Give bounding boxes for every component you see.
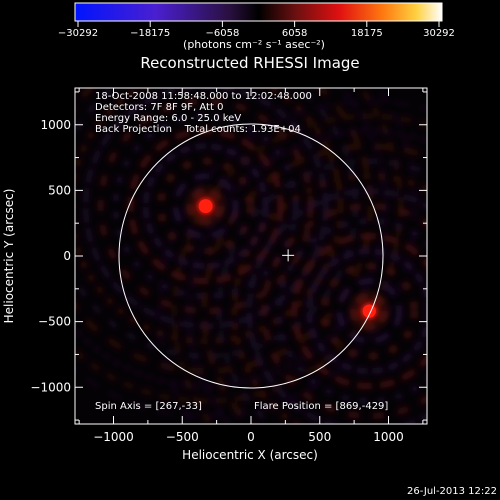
x-tick-label: 1000 xyxy=(373,430,404,444)
colorbar-tick-label: −18175 xyxy=(130,28,170,39)
sidelobe-ring xyxy=(321,263,418,360)
info-line-detectors: Detectors: 7F 8F 9F, Att 0 xyxy=(95,102,223,113)
colorbar xyxy=(74,2,443,22)
sidelobe-ring xyxy=(231,173,427,424)
sidelobe-ring xyxy=(157,158,254,255)
observation-info: 18-Oct-2008 11:58:48.000 to 12:02:48.000… xyxy=(95,91,312,135)
sidelobe-ring xyxy=(246,188,427,424)
sidelobe-ring xyxy=(172,173,239,240)
sidelobe-ring xyxy=(75,88,404,405)
y-axis-label: Heliocentric Y (arcsec) xyxy=(2,189,16,324)
info-line-method-counts: Back Projection Total counts: 1.93E+04 xyxy=(95,124,301,135)
colorbar-tick-label: −6058 xyxy=(205,28,239,39)
y-tick-label: 0 xyxy=(63,249,71,263)
x-tick-label: −1000 xyxy=(93,430,134,444)
y-tick-label: −500 xyxy=(38,315,71,329)
flare-position-label: Flare Position = [869,-429] xyxy=(254,401,388,412)
flare-source-core xyxy=(362,304,376,318)
x-axis-label: Heliocentric X (arcsec) xyxy=(182,448,318,462)
x-tick-label: 0 xyxy=(247,430,255,444)
colorbar-tick-label: −30292 xyxy=(58,28,98,39)
sidelobe-ring xyxy=(171,113,427,424)
y-axis: −1000 −500 0 500 1000 xyxy=(30,91,427,421)
y-tick-label: 500 xyxy=(48,183,71,197)
colorbar-ticks: −30292 −18175 −6058 6058 18175 30292 xyxy=(58,21,455,39)
info-line-energy-range: Energy Range: 6.0 - 25.0 keV xyxy=(95,113,241,124)
sidelobe-ring xyxy=(75,88,419,420)
flare-source-core xyxy=(198,199,213,214)
sidelobe-ring xyxy=(75,88,344,345)
y-tick-label: −1000 xyxy=(30,380,71,394)
sidelobe-ring xyxy=(261,203,427,420)
sources-layer xyxy=(181,182,394,336)
timestamp: 26-Jul-2013 12:22 xyxy=(407,486,497,497)
sidelobe-ring xyxy=(156,98,427,424)
x-tick-label: 500 xyxy=(308,430,331,444)
sidelobe-ring xyxy=(336,278,403,345)
sidelobe-ring xyxy=(142,143,269,270)
sidelobe-ring xyxy=(75,88,374,375)
sun-center-marker xyxy=(282,249,295,262)
sidelobe-ring xyxy=(306,248,427,375)
sidelobe-ring xyxy=(112,113,299,300)
sidelobe-ring xyxy=(186,128,427,424)
x-tick-label: −500 xyxy=(166,430,199,444)
y-tick-label: 1000 xyxy=(40,118,71,132)
colorbar-tick-label: 6058 xyxy=(282,28,307,39)
colorbar-tick-label: 18175 xyxy=(351,28,383,39)
plot-title: Reconstructed RHESSI Image xyxy=(140,54,359,72)
colorbar-tick-label: 30292 xyxy=(423,28,455,39)
sidelobe-ring xyxy=(291,233,427,390)
solar-limb-circle xyxy=(118,123,384,389)
sidelobe-ring xyxy=(216,158,427,424)
info-line-time-range: 18-Oct-2008 11:58:48.000 to 12:02:48.000 xyxy=(95,91,312,102)
spin-axis-label: Spin Axis = [267,-33] xyxy=(95,401,202,412)
x-axis: −1000 −500 0 500 1000 xyxy=(78,88,424,444)
colorbar-unit-label: (photons cm⁻² s⁻¹ asec⁻²) xyxy=(183,38,325,51)
